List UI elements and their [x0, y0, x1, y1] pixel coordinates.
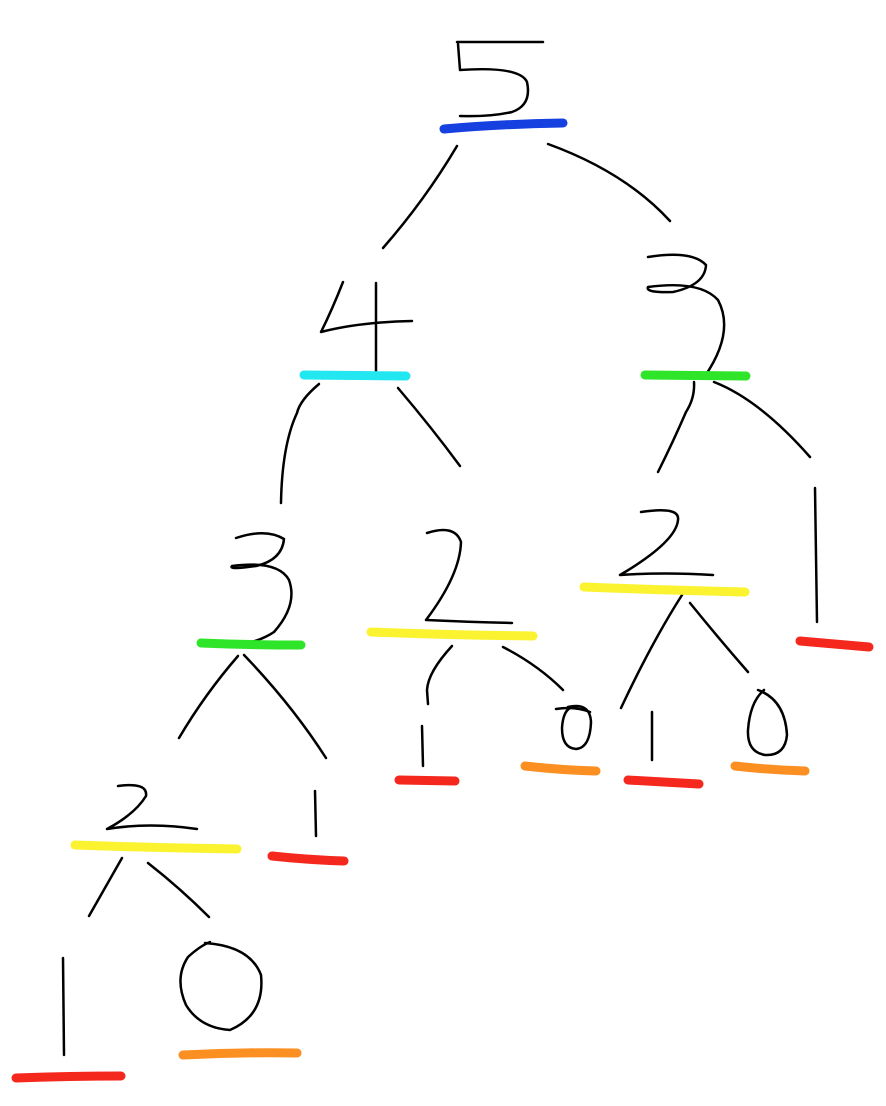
node-3l-value: 3	[260, 589, 261, 591]
node-4-underline	[299, 370, 411, 381]
edge-2m-0	[501, 645, 565, 692]
node-underlines	[11, 118, 874, 1083]
edge-3r-2	[656, 380, 696, 474]
node-4-value: 4	[360, 319, 361, 321]
node-1m-digit	[313, 789, 318, 838]
edge-5-4	[381, 144, 459, 250]
node-3r-value: 3	[690, 309, 691, 311]
node-1m-underline	[267, 851, 349, 866]
node-1r-digit	[813, 486, 819, 624]
tree-edges	[87, 142, 812, 919]
node-0a-underline	[520, 761, 601, 776]
node-0b-value: 0	[767, 724, 768, 726]
node-1l-digit	[61, 956, 66, 1057]
node-value-labels: 5 4 3 3 2 2 1 2 1 1 0 1 0 1 0	[63, 79, 816, 1001]
node-2l-value: 2	[150, 809, 151, 811]
node-3r-underline	[640, 370, 751, 381]
edge-3l-1	[242, 653, 328, 760]
node-1l-underline	[11, 1071, 126, 1083]
node-2l-underline	[70, 840, 242, 854]
node-2m-digit	[424, 528, 514, 625]
node-1r-underline	[795, 636, 874, 652]
node-3l-digit	[230, 532, 293, 645]
edge-2l-0	[146, 861, 211, 919]
node-3r-digit	[646, 253, 726, 378]
tree-digits	[61, 40, 819, 1057]
edge-2r-0	[688, 601, 750, 674]
node-1a-digit	[420, 724, 425, 768]
node-2m-underline	[366, 627, 538, 641]
node-0a-digit	[554, 704, 593, 751]
node-0a-value: 0	[575, 729, 576, 731]
node-5-digit	[455, 40, 545, 118]
node-2r-underline	[579, 582, 750, 597]
node-0l-digit	[179, 940, 263, 1032]
node-1a-underline	[394, 775, 460, 786]
edge-4-3	[279, 382, 321, 505]
node-2r-value: 2	[665, 544, 666, 546]
edge-3r-1	[712, 380, 812, 459]
node-2r-digit	[618, 509, 715, 577]
node-2l-digit	[105, 783, 199, 831]
edge-4-2	[396, 386, 462, 468]
node-3l-underline	[196, 638, 306, 650]
node-0l-value: 0	[222, 989, 223, 991]
node-5-value: 5	[500, 79, 501, 81]
edge-2l-1	[87, 856, 124, 918]
node-0b-underline	[730, 761, 810, 776]
edge-2r-1	[619, 593, 684, 710]
node-5-underline	[439, 118, 568, 134]
edge-3l-2	[177, 654, 240, 740]
node-0b-digit	[746, 688, 789, 757]
node-1b-underline	[623, 775, 704, 789]
node-0l-underline	[178, 1048, 302, 1060]
edge-5-3	[546, 142, 672, 223]
edge-2m-1	[425, 644, 454, 706]
node-4-digit	[319, 280, 414, 374]
